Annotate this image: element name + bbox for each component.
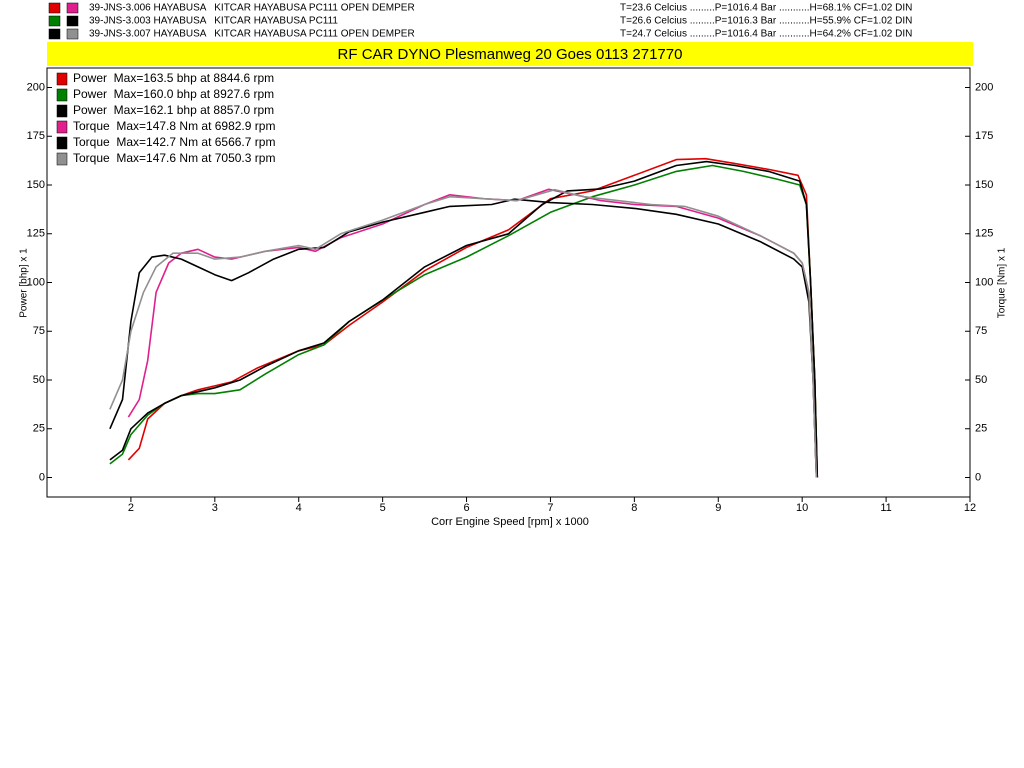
run-torque-swatch — [66, 15, 79, 27]
legend-swatch — [56, 136, 68, 150]
legend-swatch — [56, 88, 68, 102]
legend-swatch — [56, 72, 68, 86]
y2-tick-label: 25 — [975, 423, 987, 435]
y2-tick-label: 0 — [975, 471, 981, 483]
y-tick-label: 75 — [33, 325, 45, 337]
legend-label: Power Max=163.5 bhp at 8844.6 rpm — [73, 71, 274, 85]
y2-tick-label: 50 — [975, 374, 987, 386]
run-label: 39-JNS-3.003 HAYABUSA KITCAR HAYABUSA PC… — [89, 16, 338, 27]
run-conditions: T=26.6 Celcius .........P=1016.3 Bar ...… — [620, 16, 912, 27]
x-tick-label: 4 — [296, 502, 302, 514]
chart-title: RF CAR DYNO Plesmanweg 20 Goes 0113 2717… — [338, 46, 683, 63]
legend-swatch — [56, 120, 68, 134]
run-power-swatch — [48, 15, 61, 27]
series-line — [109, 160, 819, 478]
run-conditions: T=24.7 Celcius .........P=1016.4 Bar ...… — [620, 29, 912, 40]
legend-label: Torque Max=142.7 Nm at 6566.7 rpm — [73, 135, 275, 149]
run-label: 39-JNS-3.006 HAYABUSA KITCAR HAYABUSA PC… — [89, 3, 415, 14]
y-tick-label: 125 — [27, 228, 45, 240]
y-tick-label: 150 — [27, 179, 45, 191]
y-tick-label: 25 — [33, 423, 45, 435]
legend-label: Torque Max=147.8 Nm at 6982.9 rpm — [73, 119, 275, 133]
x-tick-label: 11 — [880, 502, 891, 514]
y2-tick-label: 200 — [975, 81, 993, 93]
series-line — [127, 157, 819, 478]
y-tick-label: 175 — [27, 130, 45, 142]
x-axis-label: Corr Engine Speed [rpm] x 1000 — [431, 516, 589, 528]
series-line — [109, 198, 818, 478]
legend-label: Torque Max=147.6 Nm at 7050.3 rpm — [73, 151, 275, 165]
y-axis-label: Power [bhp] x 1 — [19, 248, 30, 318]
title-banner — [47, 42, 973, 66]
y-tick-label: 0 — [39, 471, 45, 483]
x-tick-label: 2 — [128, 502, 134, 514]
y-tick-label: 200 — [27, 81, 45, 93]
y-tick-label: 100 — [27, 276, 45, 288]
y2-tick-label: 75 — [975, 325, 987, 337]
x-tick-label: 12 — [964, 502, 976, 514]
run-conditions: T=23.6 Celcius .........P=1016.4 Bar ...… — [620, 3, 912, 14]
x-tick-label: 10 — [796, 502, 808, 514]
y2-tick-label: 150 — [975, 179, 993, 191]
series-line — [109, 188, 818, 478]
x-tick-label: 8 — [631, 502, 637, 514]
y-tick-label: 50 — [33, 374, 45, 386]
x-tick-label: 3 — [212, 502, 218, 514]
legend-swatch — [56, 152, 68, 166]
x-tick-label: 9 — [715, 502, 721, 514]
series-line — [109, 164, 819, 478]
x-tick-label: 7 — [547, 502, 553, 514]
run-torque-swatch — [66, 28, 79, 40]
x-tick-label: 5 — [380, 502, 386, 514]
x-tick-label: 6 — [463, 502, 469, 514]
run-power-swatch — [48, 2, 61, 14]
legend-swatch — [56, 104, 68, 118]
y2-tick-label: 175 — [975, 130, 993, 142]
y2-axis-label: Torque [Nm] x 1 — [997, 247, 1008, 318]
y2-tick-label: 125 — [975, 228, 993, 240]
run-torque-swatch — [66, 2, 79, 14]
series-line — [127, 188, 818, 478]
run-label: 39-JNS-3.007 HAYABUSA KITCAR HAYABUSA PC… — [89, 29, 415, 40]
run-power-swatch — [48, 28, 61, 40]
legend-label: Power Max=160.0 bhp at 8927.6 rpm — [73, 87, 274, 101]
legend-label: Power Max=162.1 bhp at 8857.0 rpm — [73, 103, 274, 117]
y2-tick-label: 100 — [975, 276, 993, 288]
